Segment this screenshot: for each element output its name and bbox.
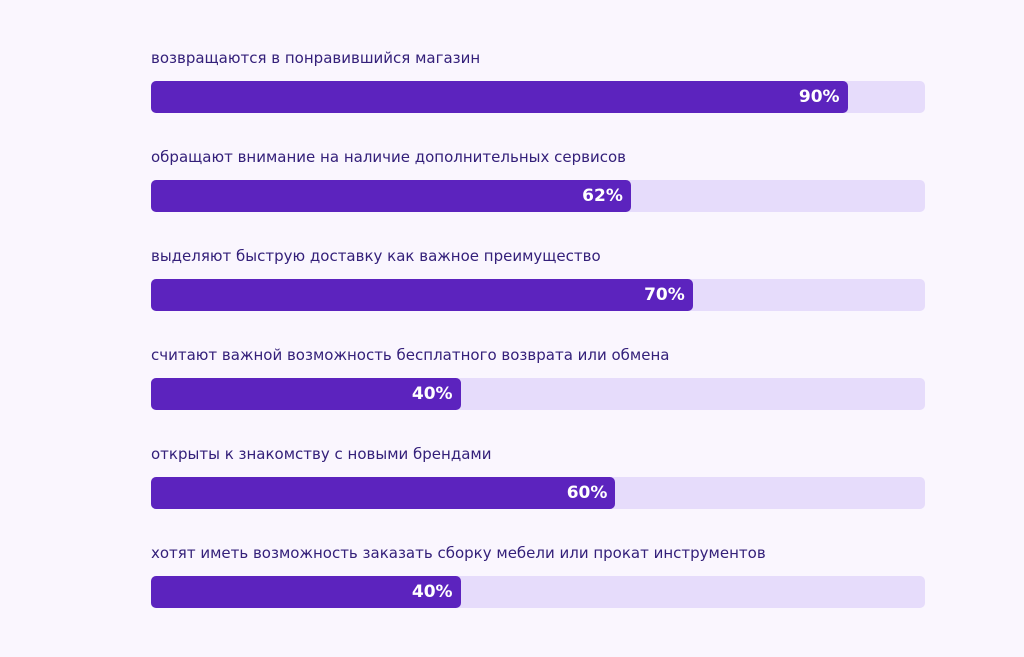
bar-track: 62% [151, 180, 925, 212]
bar-label: хотят иметь возможность заказать сборку … [151, 544, 766, 562]
bar-label: обращают внимание на наличие дополнитель… [151, 148, 626, 166]
bar-value-label: 90% [798, 87, 840, 107]
bar: 60% [151, 477, 616, 509]
bar-value-label: 40% [411, 582, 453, 602]
bar: 40% [151, 576, 461, 608]
bar-row: открыты к знакомству с новыми брендами 6… [151, 443, 925, 542]
bar-label: считают важной возможность бесплатного в… [151, 346, 670, 364]
bar-row: обращают внимание на наличие дополнитель… [151, 146, 925, 245]
bar-track: 40% [151, 378, 925, 410]
bar: 70% [151, 279, 693, 311]
bar-value-label: 70% [644, 285, 685, 305]
bar-value-label: 60% [566, 483, 608, 503]
bar-row: хотят иметь возможность заказать сборку … [151, 542, 925, 641]
bar-label: возвращаются в понравившийся магазин [151, 49, 481, 67]
bar-label: выделяют быструю доставку как важное пре… [151, 247, 601, 265]
bar-track: 90% [151, 81, 925, 113]
bar-value-label: 62% [582, 186, 623, 206]
bar-track: 70% [151, 279, 925, 311]
bar: 90% [151, 81, 848, 113]
bar-row: выделяют быструю доставку как важное пре… [151, 245, 925, 344]
bar: 62% [151, 180, 631, 212]
bar-row: возвращаются в понравившийся магазин 90% [151, 47, 925, 146]
bar-value-label: 40% [411, 384, 453, 404]
bar: 40% [151, 378, 461, 410]
bar-row: считают важной возможность бесплатного в… [151, 344, 925, 443]
bar-track: 60% [151, 477, 925, 509]
bar-chart: возвращаются в понравившийся магазин 90%… [151, 47, 925, 641]
bar-track: 40% [151, 576, 925, 608]
bar-label: открыты к знакомству с новыми брендами [151, 445, 492, 463]
